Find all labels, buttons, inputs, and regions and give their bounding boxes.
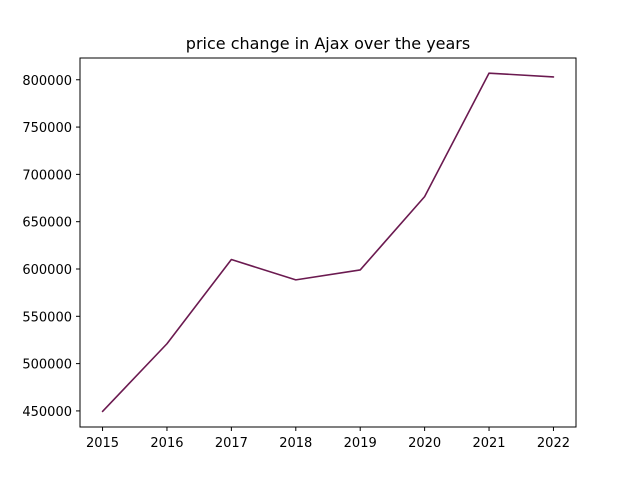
x-tick-label: 2019 [344, 436, 377, 451]
y-tick-label: 450000 [22, 405, 72, 420]
x-tick-label: 2017 [215, 436, 248, 451]
chart-title: price change in Ajax over the years [186, 34, 470, 53]
x-tick-label: 2022 [537, 436, 570, 451]
x-tick-label: 2021 [472, 436, 505, 451]
x-tick-label: 2015 [86, 436, 119, 451]
y-tick-label: 800000 [22, 74, 72, 89]
plot-area-frame [79, 57, 577, 428]
y-tick-label: 600000 [22, 263, 72, 278]
y-tick-label: 650000 [22, 216, 72, 231]
series-line [101, 72, 555, 413]
x-tick-label: 2018 [279, 436, 312, 451]
y-tick-label: 700000 [22, 168, 72, 183]
x-tick-label: 2020 [408, 436, 441, 451]
x-tick-label: 2016 [150, 436, 183, 451]
y-tick-label: 550000 [22, 310, 72, 325]
y-tick-label: 500000 [22, 358, 72, 373]
y-tick-label: 750000 [22, 121, 72, 136]
